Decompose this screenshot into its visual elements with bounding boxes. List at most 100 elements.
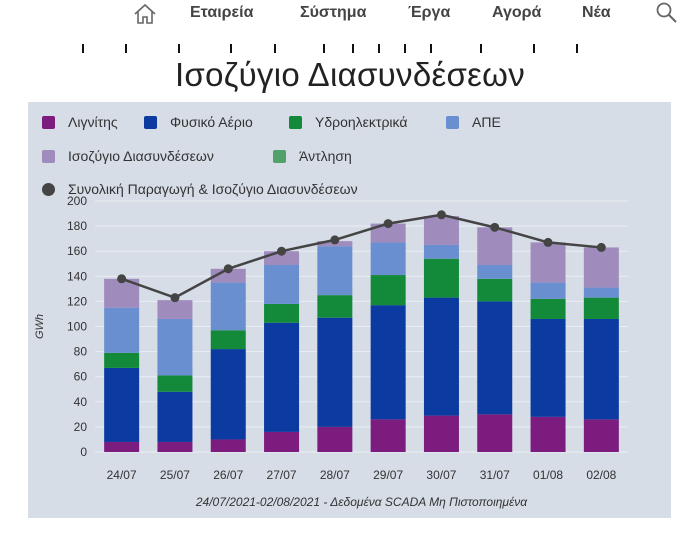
bar-res (264, 265, 300, 304)
y-tick-label: 0 (80, 445, 87, 459)
bar-hydro (477, 278, 513, 302)
chart-legend: Λιγνίτης Φυσικό Αέριο Υδροηλεκτρικά ΑΠΕ Ισοζ… (42, 114, 662, 206)
top-navigation: Εταιρεία Σύστημα Έργα Αγορά Νέα (0, 0, 700, 32)
legend-label: Συνολική Παραγωγή & Ισοζύγιο Διασυνδέσεω… (68, 181, 358, 197)
nav-item-news[interactable]: Νέα (582, 4, 611, 21)
y-tick-label: 180 (67, 219, 87, 233)
y-tick-label: 20 (74, 420, 88, 434)
bar-res (370, 242, 406, 276)
chart-footnote: 24/07/2021-02/08/2021 - Δεδομένα SCADA Μ… (195, 495, 528, 509)
total-point (170, 293, 180, 303)
legend-swatch (144, 116, 157, 129)
legend-label: Υδροηλεκτρικά (315, 114, 408, 130)
chart-panel: 0 20 40 60 80 100 120 140 160 180 200 GWh 24/07 25/07… (28, 102, 671, 518)
search-icon[interactable] (655, 1, 679, 25)
total-point (117, 274, 127, 284)
bar-gas (530, 318, 566, 417)
bar-hydro (423, 258, 459, 298)
y-tick-label: 60 (74, 370, 88, 384)
bar-gas (317, 317, 353, 427)
x-tick-label: 28/07 (320, 468, 350, 482)
bar-lignite (370, 419, 406, 452)
x-tick-label: 27/07 (267, 468, 297, 482)
bar-gas (583, 318, 619, 420)
x-tick-label: 26/07 (213, 468, 243, 482)
bar-hydro (104, 352, 140, 368)
legend-swatch (42, 116, 55, 129)
bar-interconnections (530, 242, 566, 283)
legend-label: Ισοζύγιο Διασυνδέσεων (68, 148, 214, 164)
total-point (383, 219, 393, 229)
y-tick-label: 80 (74, 345, 88, 359)
x-tick-label: 25/07 (160, 468, 190, 482)
bar-lignite (317, 426, 353, 452)
legend-swatch (289, 116, 302, 129)
bar-hydro (370, 275, 406, 306)
bar-lignite (530, 416, 566, 452)
y-tick-label: 120 (67, 294, 87, 308)
bar-lignite (157, 441, 193, 452)
stacked-bar-chart: 0 20 40 60 80 100 120 140 160 180 200 GWh 24/07 25/07… (34, 194, 628, 509)
y-tick-label: 100 (67, 320, 87, 334)
nav-item-market[interactable]: Αγορά (492, 4, 542, 21)
x-tick-label: 24/07 (107, 468, 137, 482)
nav-item-company[interactable]: Εταιρεία (190, 4, 254, 21)
x-tick-label: 30/07 (426, 468, 456, 482)
legend-swatch (42, 183, 55, 196)
bar-gas (264, 322, 300, 432)
bar-res (477, 265, 513, 279)
total-point (596, 242, 606, 252)
x-tick-label: 31/07 (480, 468, 510, 482)
total-point (436, 210, 446, 220)
bar-gas (104, 367, 140, 442)
bar-interconnections (583, 247, 619, 288)
bar-interconnections (423, 216, 459, 245)
total-line (121, 213, 602, 299)
bar-hydro (583, 297, 619, 319)
bar-res (530, 282, 566, 299)
y-tick-label: 40 (74, 395, 88, 409)
decorative-tick-row (0, 44, 700, 54)
y-tick-label: 140 (67, 269, 87, 283)
bar-lignite (264, 431, 300, 452)
bar-hydro (157, 375, 193, 392)
bar-hydro (264, 303, 300, 323)
x-tick-label: 02/08 (586, 468, 616, 482)
bar-gas (477, 301, 513, 415)
bar-res (210, 282, 246, 331)
bar-res (104, 307, 140, 353)
legend-label: ΑΠΕ (472, 114, 501, 130)
bar-lignite (477, 414, 513, 452)
y-axis-label: GWh (34, 314, 46, 339)
bar-interconnections (157, 300, 193, 319)
x-tick-label: 01/08 (533, 468, 563, 482)
legend-swatch (446, 116, 459, 129)
home-icon[interactable] (133, 3, 157, 25)
legend-label: Φυσικό Αέριο (170, 114, 253, 130)
bar-hydro (210, 330, 246, 350)
bar-gas (423, 297, 459, 416)
bar-gas (210, 349, 246, 440)
bar-gas (370, 305, 406, 420)
y-tick-label: 160 (67, 244, 87, 258)
bar-res (583, 287, 619, 298)
bar-interconnections (477, 227, 513, 266)
total-point (330, 235, 340, 245)
nav-item-system[interactable]: Σύστημα (300, 4, 367, 21)
bar-interconnections (370, 223, 406, 243)
bar-res (317, 246, 353, 296)
y-tick-label: 200 (67, 194, 87, 208)
x-tick-label: 29/07 (373, 468, 403, 482)
total-point (223, 264, 233, 274)
nav-item-projects[interactable]: Έργα (408, 4, 451, 21)
bar-hydro (317, 295, 353, 318)
bar-gas (157, 391, 193, 442)
legend-label: Λιγνίτης (68, 114, 118, 130)
bar-lignite (104, 441, 140, 452)
bar-res (423, 244, 459, 259)
total-point (543, 237, 553, 247)
legend-swatch (273, 150, 286, 163)
bar-lignite (423, 415, 459, 452)
legend-swatch (42, 150, 55, 163)
bar-res (157, 318, 193, 376)
